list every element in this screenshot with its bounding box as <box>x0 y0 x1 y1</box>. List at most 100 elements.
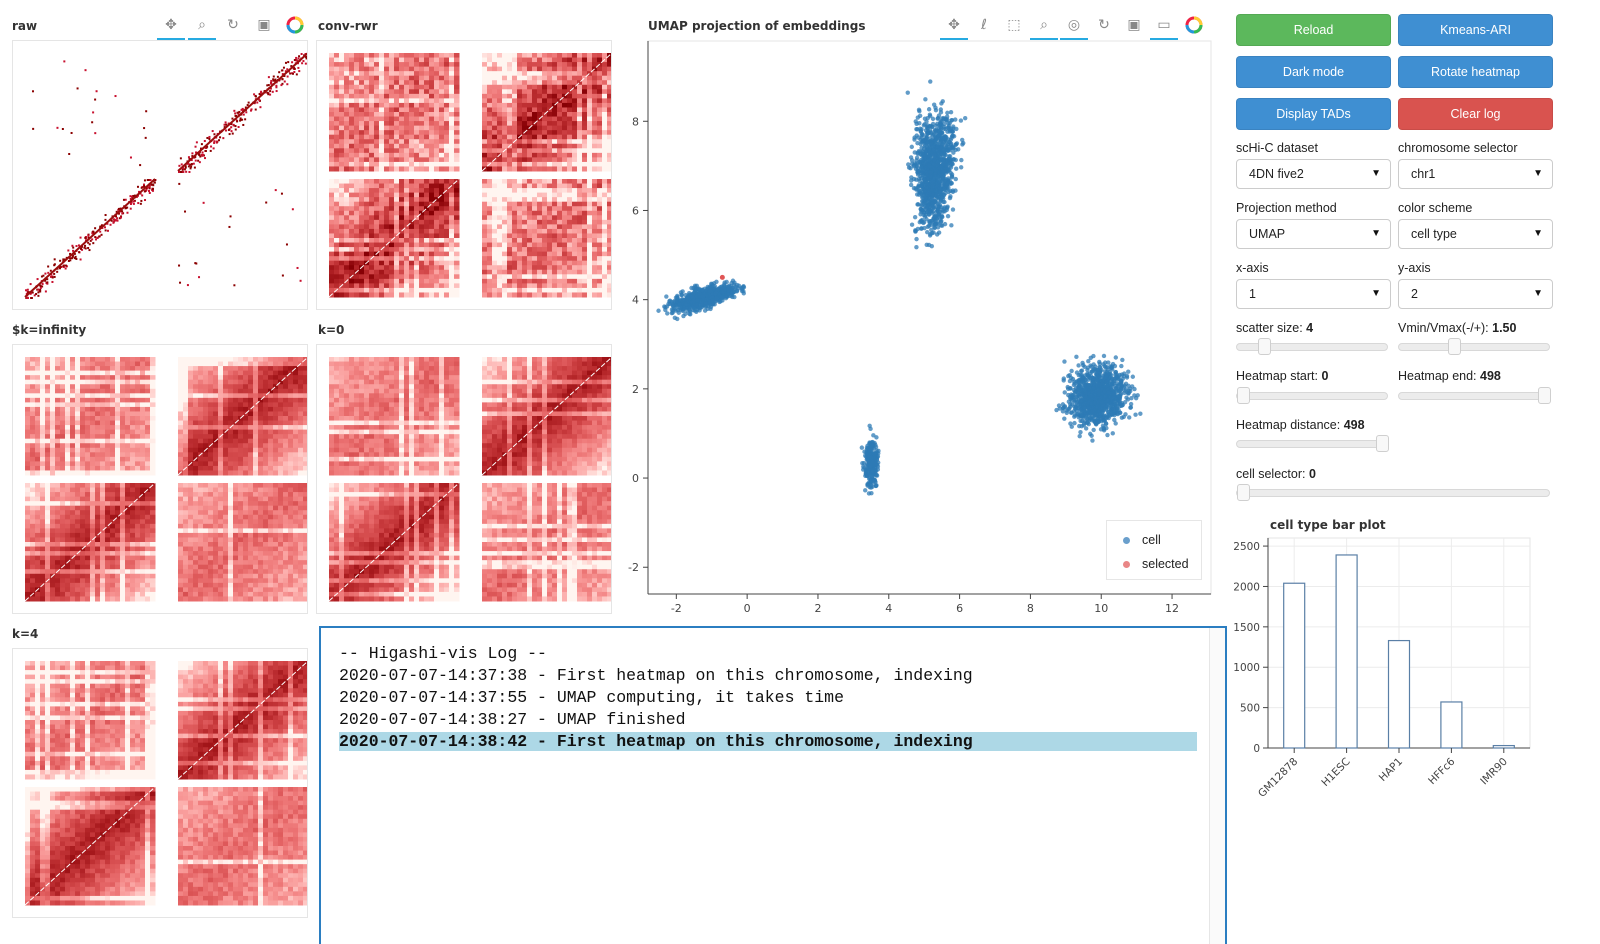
dropdown-arrow-icon: ▼ <box>1371 168 1381 179</box>
vminmax-slider[interactable] <box>1398 343 1550 351</box>
scatter-size-label: scatter size: 4 <box>1236 321 1313 335</box>
slider-handle[interactable] <box>1258 338 1271 355</box>
x-tick-label: HFFc6 <box>1426 755 1458 787</box>
x-axis-label: x-axis <box>1236 261 1269 275</box>
bokeh-logo-icon[interactable] <box>1183 14 1205 36</box>
chromosome-label: chromosome selector <box>1398 141 1518 155</box>
x-tick-label: H1ESC <box>1319 756 1352 789</box>
color-scheme-value: cell type <box>1411 227 1457 241</box>
y-tick-label: -2 <box>628 561 639 574</box>
scatter-size-value: 4 <box>1306 321 1313 335</box>
pan-icon[interactable]: ✥ <box>160 14 182 36</box>
legend-label-selected: selected <box>1142 557 1189 571</box>
heatmap-title-raw: raw <box>12 19 37 33</box>
y-tick-label: 2500 <box>1233 541 1260 553</box>
heatmap-quadrant <box>178 357 307 476</box>
hover-icon[interactable]: ▭ <box>1153 14 1175 36</box>
heatmap-distance-slider[interactable] <box>1236 440 1388 448</box>
bar-HFFc6[interactable] <box>1441 702 1462 748</box>
log-line: -- Higashi-vis Log -- <box>339 644 547 663</box>
pan-icon[interactable]: ✥ <box>943 14 965 36</box>
rotate-heatmap-button[interactable]: Rotate heatmap <box>1398 56 1553 88</box>
clear-log-button[interactable]: Clear log <box>1398 98 1553 130</box>
heatmap-title-k-infinity: $k=infinity <box>12 323 86 337</box>
vminmax-label: Vmin/Vmax(-/+): 1.50 <box>1398 321 1516 335</box>
heatmap-quadrant <box>178 787 307 906</box>
y-axis-label: y-axis <box>1398 261 1431 275</box>
display-tads-button[interactable]: Display TADs <box>1236 98 1391 130</box>
heatmap-panel-k0[interactable] <box>316 344 612 614</box>
dropdown-arrow-icon: ▼ <box>1533 168 1543 179</box>
heatmap-quadrant <box>178 53 307 173</box>
heatmap-quadrant <box>178 483 307 602</box>
wheel-zoom-icon[interactable]: ⌕ <box>1033 14 1055 36</box>
y-tick-label: 8 <box>632 115 639 128</box>
scatter-size-slider[interactable] <box>1236 343 1388 351</box>
heatmap-quadrant <box>329 53 460 172</box>
heatmap-quadrant <box>482 179 611 298</box>
y-tick-label: 6 <box>632 204 639 217</box>
heatmap-quadrant <box>25 787 156 906</box>
cell-selector-slider[interactable] <box>1236 489 1550 497</box>
log-line: 2020-07-07-14:37:38 - First heatmap on t… <box>339 666 973 685</box>
heatmap-panel-k4[interactable] <box>12 648 308 918</box>
x-tick-label: 12 <box>1165 602 1179 615</box>
x-tick-label: 0 <box>744 602 751 615</box>
dataset-select[interactable]: 4DN five2▼ <box>1236 159 1391 189</box>
y-axis-select[interactable]: 2▼ <box>1398 279 1553 309</box>
heatmap-quadrant <box>482 53 611 172</box>
heatmap-quadrant <box>482 357 611 476</box>
heatmap-quadrant <box>329 483 460 602</box>
cell-selector-label: cell selector: 0 <box>1236 467 1316 481</box>
heatmap-distance-value: 498 <box>1344 418 1365 432</box>
chromosome-value: chr1 <box>1411 167 1435 181</box>
box-select-icon[interactable]: ⬚ <box>1003 14 1025 36</box>
reset-icon[interactable]: ↻ <box>1093 14 1115 36</box>
heatmap-toolbar: ✥ ⌕ ↻ ▣ <box>160 14 306 36</box>
projection-label: Projection method <box>1236 201 1337 215</box>
legend-dot-cell <box>1123 537 1130 544</box>
dark-mode-button[interactable]: Dark mode <box>1236 56 1391 88</box>
chromosome-select[interactable]: chr1 ▼ <box>1398 159 1553 189</box>
x-tick-label: HAP1 <box>1377 756 1405 784</box>
reset-icon[interactable]: ↻ <box>222 14 244 36</box>
x-tick-label: 4 <box>885 602 892 615</box>
slider-handle[interactable] <box>1237 387 1250 404</box>
bar-IMR90[interactable] <box>1493 746 1514 748</box>
slider-handle[interactable] <box>1376 435 1389 452</box>
x-tick-label: 2 <box>814 602 821 615</box>
log-panel[interactable]: -- Higashi-vis Log -- 2020-07-07-14:37:3… <box>319 626 1227 944</box>
heatmap-panel-raw[interactable] <box>12 40 308 310</box>
slider-handle[interactable] <box>1448 338 1461 355</box>
save-icon[interactable]: ▣ <box>1123 14 1145 36</box>
heatmap-title-k0: k=0 <box>318 323 344 337</box>
x-axis-select[interactable]: 1▼ <box>1236 279 1391 309</box>
tap-icon[interactable]: ◎ <box>1063 14 1085 36</box>
heatmap-panel-conv-rwr[interactable] <box>316 40 612 310</box>
box-zoom-icon[interactable]: ⌕ <box>191 14 213 36</box>
heatmap-start-label: Heatmap start: 0 <box>1236 369 1328 383</box>
lasso-icon[interactable]: ℓ <box>973 14 995 36</box>
x-tick-label: 8 <box>1027 602 1034 615</box>
reload-button[interactable]: Reload <box>1236 14 1391 46</box>
heatmap-end-slider[interactable] <box>1398 392 1550 400</box>
cell-selector-value: 0 <box>1309 467 1316 481</box>
y-tick-label: 1000 <box>1233 662 1260 674</box>
heatmap-start-slider[interactable] <box>1236 392 1388 400</box>
save-icon[interactable]: ▣ <box>253 14 275 36</box>
heatmap-quadrant <box>32 60 147 166</box>
heatmap-panel-k-infinity[interactable] <box>12 344 308 614</box>
log-scrollbar[interactable] <box>1209 628 1225 944</box>
bokeh-logo-icon[interactable] <box>284 14 306 36</box>
kmeans-ari-button[interactable]: Kmeans-ARI <box>1398 14 1553 46</box>
color-scheme-label: color scheme <box>1398 201 1472 215</box>
bar-GM12878[interactable] <box>1284 583 1305 748</box>
slider-handle[interactable] <box>1237 484 1250 501</box>
bar-HAP1[interactable] <box>1389 641 1410 748</box>
slider-handle[interactable] <box>1538 387 1551 404</box>
color-scheme-select[interactable]: cell type▼ <box>1398 219 1553 249</box>
bar-H1ESC[interactable] <box>1336 555 1357 748</box>
plot-frame <box>648 41 1211 594</box>
projection-select[interactable]: UMAP▼ <box>1236 219 1391 249</box>
